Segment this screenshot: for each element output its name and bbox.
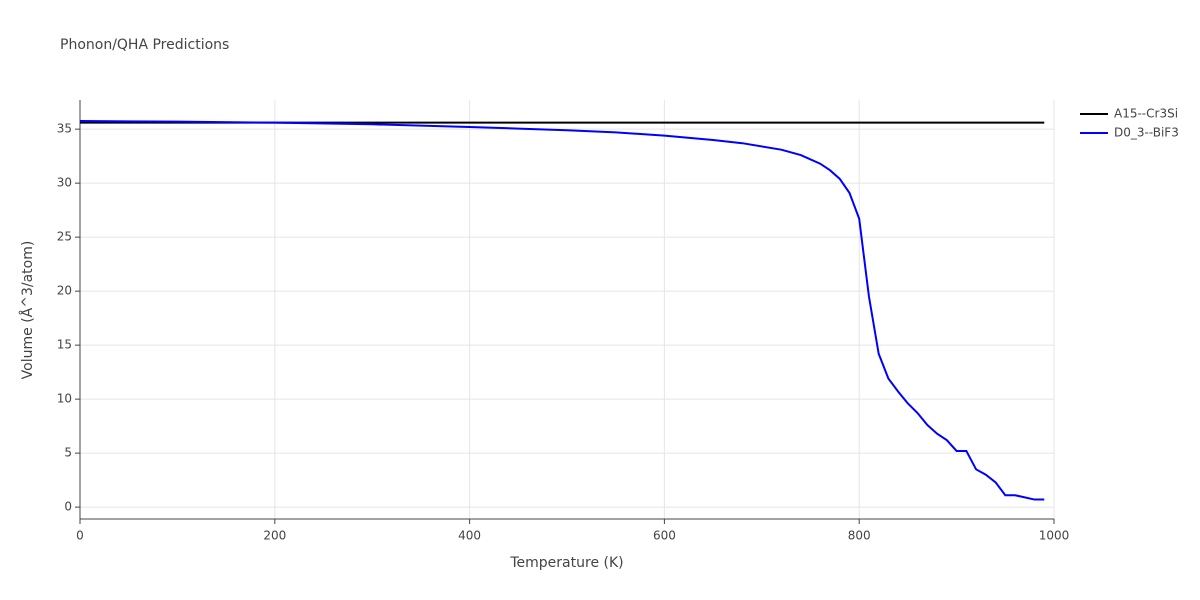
y-tick-label: 5 xyxy=(64,446,72,460)
x-tick-label: 1000 xyxy=(1039,529,1070,543)
y-tick-label: 30 xyxy=(57,176,72,190)
y-tick-label: 20 xyxy=(57,284,72,298)
x-tick-label: 400 xyxy=(458,529,481,543)
y-tick-label: 0 xyxy=(64,500,72,514)
x-tick-label: 600 xyxy=(653,529,676,543)
y-tick-label: 10 xyxy=(57,392,72,406)
y-tick-label: 25 xyxy=(57,230,72,244)
x-tick-label: 0 xyxy=(76,529,84,543)
x-tick-label: 200 xyxy=(263,529,286,543)
legend-label: A15--Cr3Si xyxy=(1114,107,1178,121)
x-axis-label: Temperature (K) xyxy=(509,555,623,571)
y-tick-label: 15 xyxy=(57,338,72,352)
chart-title: Phonon/QHA Predictions xyxy=(60,37,229,53)
x-tick-label: 800 xyxy=(848,529,871,543)
line xyxy=(79,120,1045,501)
y-axis-label: Volume (Å^3/atom) xyxy=(19,241,36,380)
y-tick-label: 35 xyxy=(57,122,72,136)
legend-label: D0_3--BiF3 xyxy=(1114,126,1179,140)
